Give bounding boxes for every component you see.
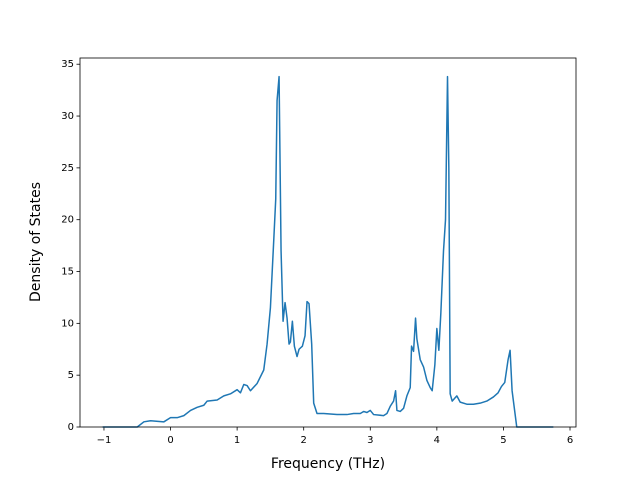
- y-tick-label: 20: [61, 215, 74, 226]
- line-series: [102, 75, 554, 428]
- x-tick-label: 4: [434, 435, 440, 446]
- x-tick-label: 2: [301, 435, 307, 446]
- y-tick-label: 0: [68, 422, 74, 433]
- x-tick-label: 0: [167, 435, 173, 446]
- y-tick-label: 25: [61, 163, 74, 174]
- y-axis-label: Density of States: [28, 182, 44, 302]
- y-tick-label: 15: [61, 267, 74, 278]
- y-tick-label: 35: [61, 59, 74, 70]
- x-tick-label: 3: [367, 435, 373, 446]
- y-tick-label: 10: [61, 318, 74, 329]
- y-tick-label: 5: [68, 370, 74, 381]
- y-tick-label: 30: [61, 111, 74, 122]
- x-tick-label: −1: [97, 435, 112, 446]
- x-tick-label: 5: [500, 435, 506, 446]
- x-tick-label: 6: [567, 435, 573, 446]
- x-axis-label: Frequency (THz): [271, 456, 385, 472]
- x-tick-label: 1: [234, 435, 240, 446]
- plot-frame: [79, 57, 577, 428]
